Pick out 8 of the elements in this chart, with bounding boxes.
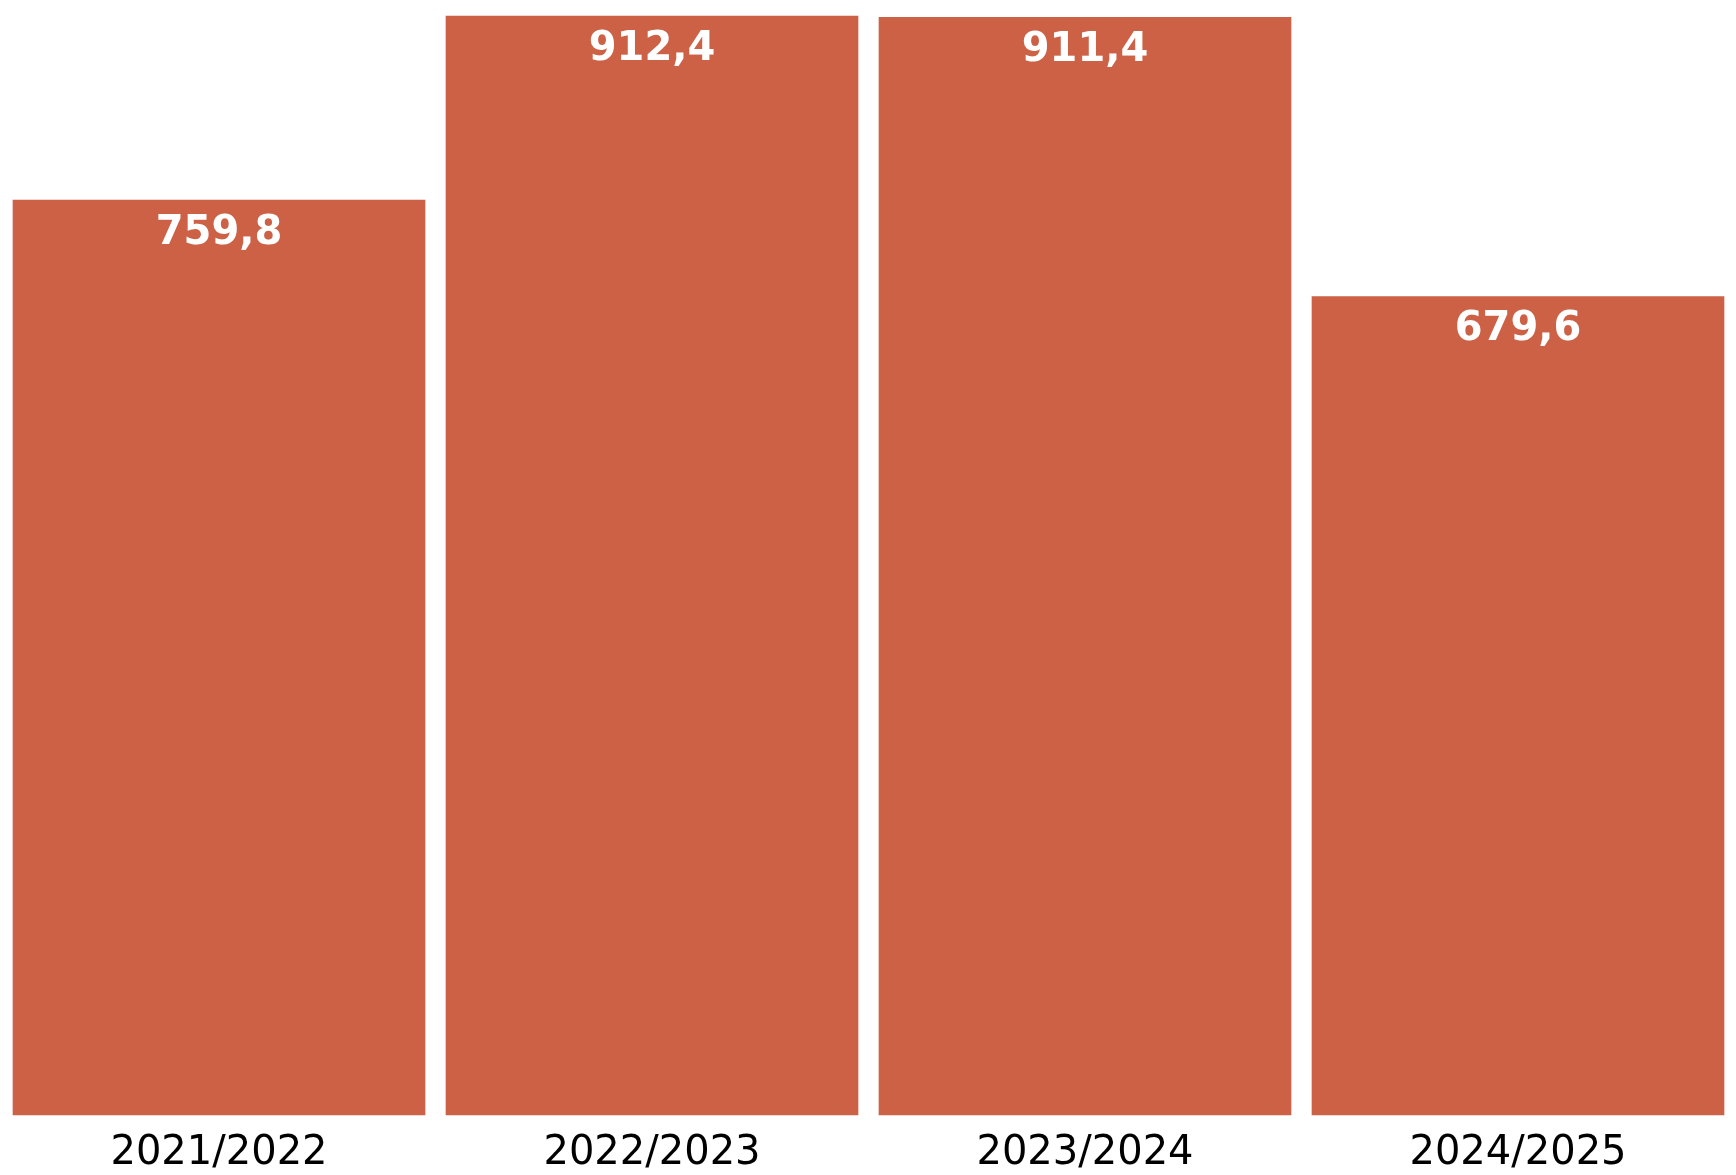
x-tick-label: 2023/2024 bbox=[976, 1126, 1194, 1173]
x-tick-label: 2022/2023 bbox=[543, 1126, 761, 1173]
data-label: 679,6 bbox=[1454, 303, 1582, 350]
data-label: 912,4 bbox=[588, 22, 716, 69]
data-label: 759,8 bbox=[155, 206, 283, 253]
x-tick-label: 2024/2025 bbox=[1409, 1126, 1627, 1173]
x-tick-label: 2021/2022 bbox=[110, 1126, 328, 1173]
data-label: 911,4 bbox=[1021, 23, 1149, 70]
